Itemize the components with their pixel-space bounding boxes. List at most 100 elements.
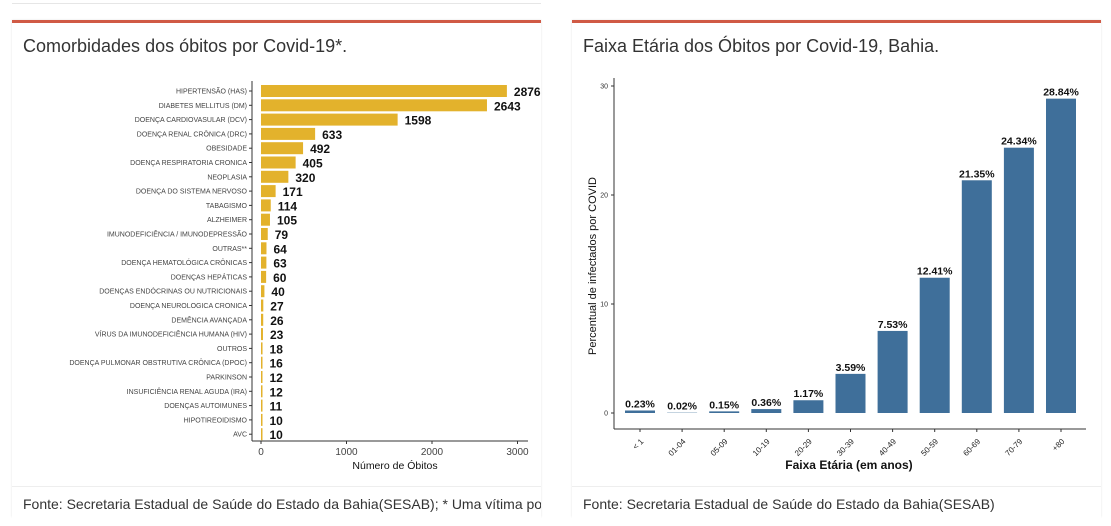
value-label: 10 xyxy=(270,428,284,442)
bar xyxy=(625,410,655,413)
category-label: DOENÇA CARDIOVASULAR (DCV) xyxy=(135,117,247,124)
value-label: 24.34% xyxy=(1001,136,1037,148)
bar xyxy=(261,314,263,326)
x-axis-title: Faixa Etária (em anos) xyxy=(785,458,912,472)
bar xyxy=(261,342,263,354)
y-tick-label: 0 xyxy=(604,411,608,418)
x-tick-label: 01-04 xyxy=(667,437,688,458)
value-label: 114 xyxy=(278,199,298,213)
category-label: DOENÇA NEUROLOGICA CRONICA xyxy=(130,303,247,310)
bar xyxy=(751,409,781,413)
category-label: DOENÇA HEMATOLÓGICA CRÔNICAS xyxy=(121,258,247,267)
bar xyxy=(962,180,992,413)
bar xyxy=(261,142,303,154)
category-label: DOENÇA RESPIRATORIA CRONICA xyxy=(130,160,247,167)
x-tick-label: < 1 xyxy=(631,437,646,452)
value-label: 21.35% xyxy=(959,168,995,180)
value-label: 12 xyxy=(270,385,284,399)
x-tick-label: 40-49 xyxy=(877,437,898,458)
value-label: 2876 xyxy=(514,85,541,99)
x-tick-label: 30-39 xyxy=(835,437,856,458)
x-tick-label: 2000 xyxy=(421,447,444,458)
bar xyxy=(261,185,276,197)
x-tick-label: 50-59 xyxy=(919,437,940,458)
value-label: 23 xyxy=(270,328,284,342)
y-tick-label: 30 xyxy=(600,84,608,91)
category-label: AVC xyxy=(233,432,247,439)
value-label: 3.59% xyxy=(836,362,866,374)
bar xyxy=(261,357,263,369)
bar xyxy=(920,278,950,413)
bar xyxy=(261,85,507,97)
x-tick-label: 1000 xyxy=(335,447,358,458)
value-label: 171 xyxy=(283,185,303,199)
bar xyxy=(878,331,908,413)
value-label: 12 xyxy=(270,371,284,385)
category-label: DOENÇA DO SISTEMA NERVOSO xyxy=(136,189,248,196)
category-label: HIPERTENSÃO (HAS) xyxy=(176,87,247,96)
bar xyxy=(261,414,263,426)
category-label: TABAGISMO xyxy=(206,203,248,210)
value-label: 10 xyxy=(270,414,284,428)
bar xyxy=(261,257,266,269)
bar xyxy=(836,374,866,413)
bar xyxy=(261,128,315,140)
x-tick-label: 3000 xyxy=(506,447,529,458)
value-label: 12.41% xyxy=(917,266,953,278)
value-label: 40 xyxy=(271,285,285,299)
value-label: 64 xyxy=(273,242,287,256)
bar xyxy=(709,411,739,413)
category-label: DOENÇAS ENDÓCRINAS OU NUTRICIONAIS xyxy=(99,287,247,296)
y-tick-label: 20 xyxy=(600,193,608,200)
bar xyxy=(261,328,263,340)
x-tick-label: +80 xyxy=(1050,437,1066,453)
value-label: 27 xyxy=(270,300,284,314)
comorbidities-panel: Comorbidades dos óbitos por Covid-19*. H… xyxy=(12,20,541,517)
panel-footer: Fonte: Secretaria Estadual de Saúde do E… xyxy=(572,486,1101,526)
bar xyxy=(261,400,263,412)
category-label: DEMÊNCIA AVANÇADA xyxy=(171,315,247,324)
bar xyxy=(1004,148,1034,413)
value-label: 79 xyxy=(275,228,289,242)
x-tick-label: 05-09 xyxy=(709,437,730,458)
category-label: DOENÇA RENAL CRÔNICA (DRC) xyxy=(137,129,247,138)
value-label: 28.84% xyxy=(1043,87,1079,99)
bar xyxy=(261,428,263,440)
value-label: 405 xyxy=(303,157,323,171)
y-tick-label: 10 xyxy=(600,302,608,309)
category-label: DIABETES MELLITUS (DM) xyxy=(159,103,247,110)
value-label: 0.23% xyxy=(625,398,655,410)
value-label: 633 xyxy=(322,128,342,142)
value-label: 7.53% xyxy=(878,319,908,331)
category-label: INSUFICIÊNCIA RENAL AGUDA (IRA) xyxy=(127,387,247,396)
category-label: IMUNODEFICIÊNCIA / IMUNODEPRESSÃO xyxy=(107,230,248,239)
value-label: 11 xyxy=(270,400,283,414)
bar xyxy=(261,214,270,226)
value-label: 320 xyxy=(295,171,315,185)
bar xyxy=(261,385,263,397)
x-tick-label: 20-29 xyxy=(793,437,814,458)
bar xyxy=(793,400,823,413)
value-label: 18 xyxy=(270,342,284,356)
x-tick-label: 10-19 xyxy=(751,437,772,458)
value-label: 0.15% xyxy=(709,399,739,411)
y-axis-title: Percentual de infectados por COVID xyxy=(587,177,599,355)
category-label: HIPOTIREOIDISMO xyxy=(184,417,248,424)
bar xyxy=(261,300,263,312)
x-axis-title: Número de Óbitos xyxy=(352,459,437,472)
category-label: DOENÇA PULMONAR OBSTRUTIVA CRÔNICA (DPOC… xyxy=(69,358,247,367)
bar xyxy=(261,199,271,211)
value-label: 60 xyxy=(273,271,287,285)
bar xyxy=(261,271,266,283)
bar xyxy=(261,228,268,240)
x-tick-label: 70-79 xyxy=(1003,437,1024,458)
category-label: VÍRUS DA IMUNODEFICIÊNCIA HUMANA (HIV) xyxy=(95,330,247,339)
value-label: 105 xyxy=(277,214,297,228)
top-divider xyxy=(12,0,541,4)
age-group-panel: Faixa Etária dos Óbitos por Covid-19, Ba… xyxy=(572,20,1101,517)
value-label: 26 xyxy=(270,314,284,328)
bar xyxy=(261,171,288,183)
category-label: OUTRAS** xyxy=(212,246,247,253)
x-tick-label: 0 xyxy=(258,447,264,458)
category-label: PARKINSON xyxy=(206,375,247,382)
